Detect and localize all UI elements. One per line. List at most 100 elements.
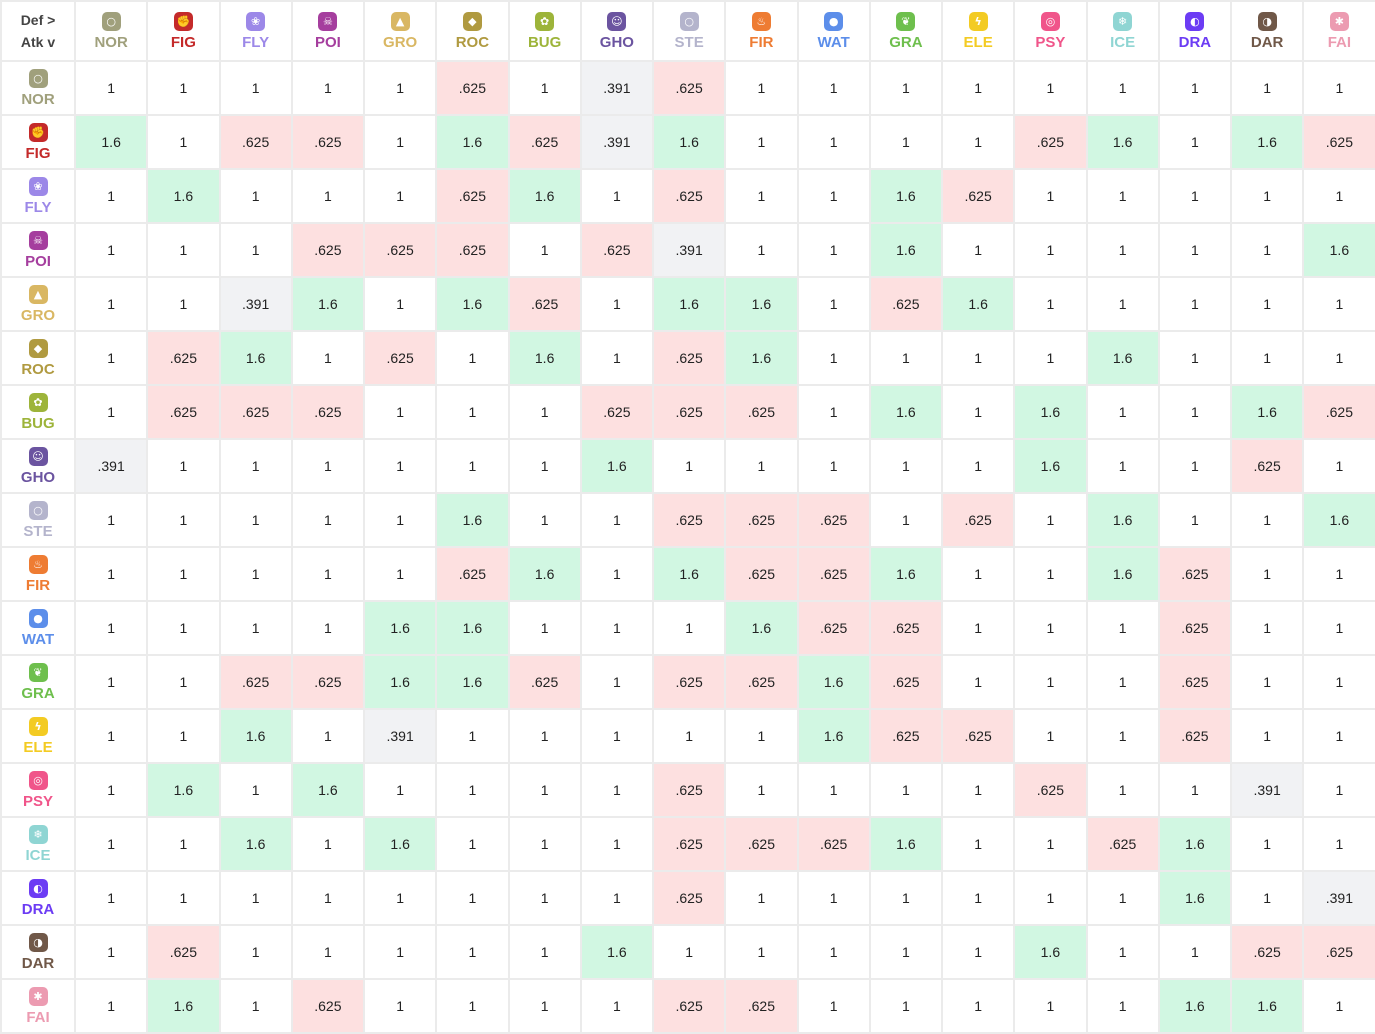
multiplier-cell: .625 xyxy=(868,276,944,332)
multiplier-cell: .625 xyxy=(1157,600,1233,656)
multiplier-cell: 1 xyxy=(362,762,438,818)
multiplier-cell: 1 xyxy=(796,762,871,818)
multiplier-cell: .625 xyxy=(868,654,944,710)
multiplier-cell: 1 xyxy=(435,870,510,926)
multiplier-cell: 1 xyxy=(1229,492,1305,548)
defender-header-bug: ✿ BUG xyxy=(507,0,582,62)
multiplier-cell: 1 xyxy=(1085,600,1160,656)
multiplier-cell: .625 xyxy=(796,600,871,656)
multiplier-cell: 1 xyxy=(362,384,438,440)
table-row: ✊ FIG 1.6 1.625.625 1 1.6.625.391 1.6 1 1 1 1.625 1… xyxy=(0,114,1375,170)
table-row: ☠ POI 1 1 1.625.625.625 1.625.391 1 1 1.6 1 1 1 1 1 1.… xyxy=(0,222,1375,278)
table-row: ✿ BUG 1.625.625.625 1 1 1.625.625.625 1 1.6 1 1.6… xyxy=(0,384,1375,440)
multiplier-cell: 1 xyxy=(579,492,655,548)
multiplier-cell: 1 xyxy=(1229,168,1305,224)
multiplier-cell: 1 xyxy=(435,816,510,872)
multiplier-cell: 1 xyxy=(146,60,221,116)
multiplier-cell: 1 xyxy=(1229,708,1305,764)
multiplier-cell: 1 xyxy=(435,978,510,1034)
defender-type-label: ELE xyxy=(963,33,993,51)
multiplier-cell: 1 xyxy=(940,924,1016,980)
multiplier-cell: 1 xyxy=(796,978,871,1034)
multiplier-cell: 1 xyxy=(579,276,655,332)
attacker-header-gho: ☺ GHO xyxy=(0,438,76,494)
multiplier-cell: 1 xyxy=(651,708,727,764)
multiplier-cell: 1 xyxy=(507,708,582,764)
multiplier-cell: 1 xyxy=(507,870,582,926)
multiplier-cell: 1 xyxy=(1229,330,1305,386)
multiplier-cell: .625 xyxy=(651,330,727,386)
multiplier-cell: .625 xyxy=(724,816,799,872)
attacker-type-label: ICE xyxy=(25,846,51,864)
multiplier-cell: 1 xyxy=(796,60,871,116)
table-row: ✱ FAI 1 1.6 1.625 1 1 1 1.625.625 1 1 1 1 1 1.6 1.6 1 xyxy=(0,978,1375,1034)
multiplier-cell: 1 xyxy=(1302,330,1375,386)
defender-type-label: POI xyxy=(314,33,341,51)
multiplier-cell: 1 xyxy=(579,762,655,818)
multiplier-cell: .625 xyxy=(651,654,727,710)
multiplier-cell: 1 xyxy=(362,546,438,602)
multiplier-cell: 1 xyxy=(796,870,871,926)
multiplier-cell: 1 xyxy=(940,114,1016,170)
multiplier-cell: 1.6 xyxy=(362,600,438,656)
multiplier-cell: 1 xyxy=(1013,600,1088,656)
multiplier-cell: 1 xyxy=(146,114,221,170)
multiplier-cell: .625 xyxy=(579,384,655,440)
multiplier-cell: 1 xyxy=(435,762,510,818)
multiplier-cell: 1 xyxy=(362,438,438,494)
defender-type-label: STE xyxy=(674,33,704,51)
multiplier-cell: .625 xyxy=(868,708,944,764)
multiplier-cell: 1 xyxy=(290,60,366,116)
multiplier-cell: 1 xyxy=(868,438,944,494)
defender-header-fai: ✱ FAI xyxy=(1302,0,1375,62)
multiplier-cell: 1 xyxy=(290,438,366,494)
multiplier-cell: 1 xyxy=(868,870,944,926)
defender-header-fig: ✊ FIG xyxy=(146,0,221,62)
defender-type-label: DAR xyxy=(1250,33,1284,51)
multiplier-cell: 1 xyxy=(1085,438,1160,494)
defender-type-label: ICE xyxy=(1110,33,1136,51)
multiplier-cell: 1.6 xyxy=(1229,384,1305,440)
rock-icon: ◆ xyxy=(28,338,48,358)
table-row: ❄ ICE 1 1 1.6 1 1.6 1 1 1.625.625.625 1.6 1 1.625 1.6… xyxy=(0,816,1375,872)
multiplier-cell: 1 xyxy=(1085,168,1160,224)
multiplier-cell: 1 xyxy=(362,60,438,116)
attacker-type-label: BUG xyxy=(21,414,55,432)
multiplier-cell: 1 xyxy=(435,708,510,764)
dark-icon: ◑ xyxy=(28,932,48,952)
multiplier-cell: .625 xyxy=(435,60,510,116)
multiplier-cell: 1 xyxy=(73,762,149,818)
multiplier-cell: 1 xyxy=(507,438,582,494)
multiplier-cell: 1 xyxy=(1157,168,1233,224)
multiplier-cell: 1 xyxy=(146,222,221,278)
defender-type-label: PSY xyxy=(1035,33,1066,51)
attacker-type-label: WAT xyxy=(21,630,55,648)
fighting-icon: ✊ xyxy=(173,11,193,31)
attacker-header-gra: ❦ GRA xyxy=(0,654,76,710)
ghost-icon: ☺ xyxy=(28,446,48,466)
multiplier-cell: 1 xyxy=(435,384,510,440)
multiplier-cell: 1 xyxy=(1085,384,1160,440)
rock-icon: ◆ xyxy=(462,11,482,31)
multiplier-cell: 1 xyxy=(651,600,727,656)
fire-icon: ♨ xyxy=(751,11,771,31)
multiplier-cell: 1 xyxy=(73,708,149,764)
table-row: ◎ PSY 1 1.6 1 1.6 1 1 1 1.625 1 1 1 1.625 1 1.391 1 xyxy=(0,762,1375,818)
multiplier-cell: 1 xyxy=(1302,816,1375,872)
multiplier-cell: 1 xyxy=(1229,276,1305,332)
dark-icon: ◑ xyxy=(1257,11,1277,31)
multiplier-cell: .625 xyxy=(507,114,582,170)
multiplier-cell: 1 xyxy=(507,600,582,656)
multiplier-cell: 1 xyxy=(940,330,1016,386)
multiplier-cell: 1.6 xyxy=(1085,546,1160,602)
multiplier-cell: 1 xyxy=(362,276,438,332)
multiplier-cell: 1 xyxy=(362,870,438,926)
def-label: Def > xyxy=(20,12,56,28)
psychic-icon: ◎ xyxy=(1040,11,1060,31)
defender-type-label: NOR xyxy=(94,33,128,51)
bug-icon: ✿ xyxy=(535,11,555,31)
multiplier-cell: 1 xyxy=(796,924,871,980)
multiplier-cell: 1 xyxy=(435,330,510,386)
grass-icon: ❦ xyxy=(28,662,48,682)
multiplier-cell: 1 xyxy=(724,708,799,764)
